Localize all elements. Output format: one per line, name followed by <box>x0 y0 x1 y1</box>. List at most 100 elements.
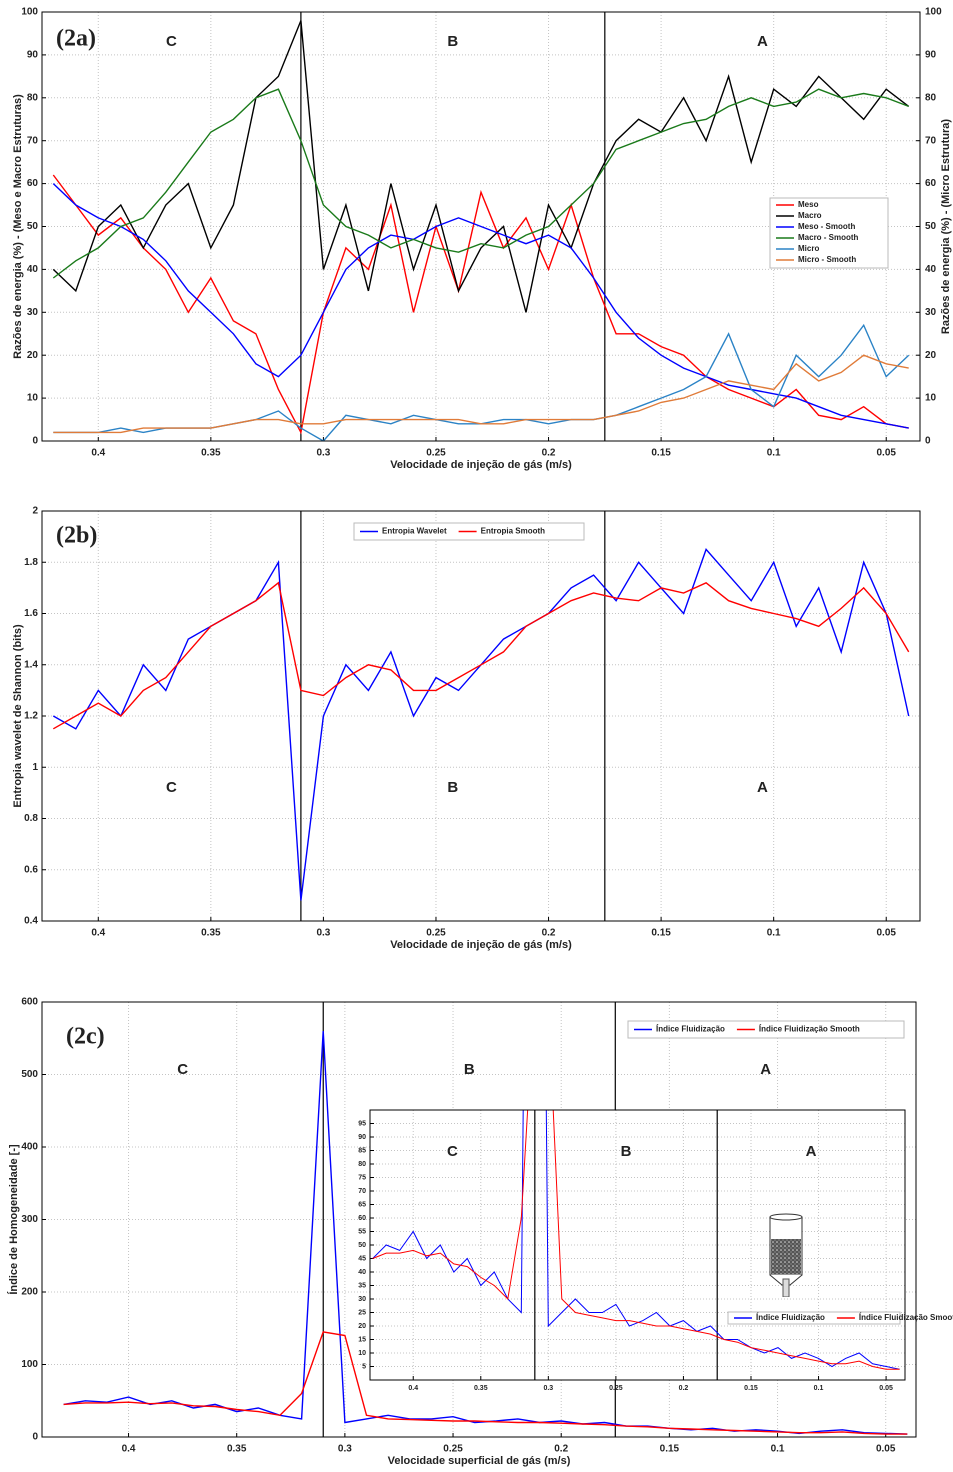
x-tick-label: 0.15 <box>660 1444 680 1455</box>
region-label: C <box>447 1143 458 1160</box>
y-tick-label: 0 <box>32 1432 38 1443</box>
legend-label: Índice Fluidização Smooth <box>759 1025 860 1034</box>
legend-label: Macro <box>798 211 822 220</box>
y-tick-label: 200 <box>21 1287 38 1298</box>
y-tick-label: 100 <box>21 1359 38 1370</box>
y-tick-label: 1 <box>32 762 38 773</box>
chart: 0.4 0.35 0.3 0.25 0.2 0.15 0.1 0.05 0.4 0.6 0.8 1 1.… <box>12 506 921 951</box>
y-tick-label: 100 <box>21 7 38 18</box>
x-tick-label: 0.4 <box>91 928 105 939</box>
y-tick-label: 300 <box>21 1214 38 1225</box>
x-tick-label: 0.35 <box>201 928 221 939</box>
legend-label: Índice Fluidização <box>656 1025 725 1034</box>
y2-tick-label: 20 <box>925 350 937 361</box>
y2-tick-label: 90 <box>925 50 937 61</box>
y-tick-label: 80 <box>358 1161 366 1168</box>
x-tick-label: 0.1 <box>767 448 781 459</box>
y2-tick-label: 80 <box>925 92 937 103</box>
x-tick-label: 0.25 <box>609 1385 623 1392</box>
legend-label: Macro - Smooth <box>798 233 859 242</box>
y-tick-label: 1.6 <box>24 608 38 619</box>
y-tick-label: 1.2 <box>24 711 38 722</box>
y-tick-label: 0.8 <box>24 813 38 824</box>
y-tick-label: 80 <box>27 92 39 103</box>
region-label: B <box>464 1061 475 1078</box>
x-tick-label: 0.25 <box>426 448 446 459</box>
plot-frame <box>369 1109 906 1381</box>
lines <box>52 20 910 441</box>
plot-frame <box>41 11 921 442</box>
lines <box>372 1110 900 1370</box>
x-tick-label: 0.25 <box>426 928 446 939</box>
region-label: C <box>166 33 177 50</box>
x-tick-label: 0.3 <box>316 928 330 939</box>
x-tick-label: 0.4 <box>91 448 105 459</box>
x-tick-label: 0.3 <box>338 1444 352 1455</box>
x-tick-label: 0.4 <box>408 1385 418 1392</box>
y-tick-label: 10 <box>358 1350 366 1357</box>
y-tick-label: 45 <box>358 1255 366 1262</box>
legend-box <box>627 1020 905 1039</box>
y-tick-label: 0.4 <box>24 916 38 927</box>
region-label: B <box>447 779 458 796</box>
y-tick-label: 50 <box>358 1242 366 1249</box>
x-tick-label: 0.2 <box>542 928 556 939</box>
series-line <box>52 581 910 730</box>
y-tick-label: 65 <box>358 1201 366 1208</box>
y-tick-label: 95 <box>358 1120 366 1127</box>
y-tick-label: 20 <box>27 350 39 361</box>
x-tick-label: 0.35 <box>474 1385 488 1392</box>
series-line <box>372 1110 900 1370</box>
y-tick-label: 70 <box>358 1188 366 1195</box>
y-tick-label: 40 <box>27 264 39 275</box>
y-axis-label: Razões de energia (%) - (Meso e Macro Es… <box>12 94 24 359</box>
y2-tick-label: 50 <box>925 221 937 232</box>
legend-box <box>769 197 889 269</box>
y-tick-label: 20 <box>358 1323 366 1330</box>
y-tick-label: 60 <box>27 178 39 189</box>
x-tick-label: 0.1 <box>767 928 781 939</box>
x-tick-label: 0.2 <box>542 448 556 459</box>
plot-frame <box>41 1001 917 1438</box>
legend-label: Índice Fluidização Smooth <box>859 1313 953 1322</box>
region-label: C <box>177 1061 188 1078</box>
panel-label: (2b) <box>56 523 97 549</box>
legend: Índice Fluidização Índice Fluidização Smo… <box>727 1311 953 1325</box>
x-axis-label: Velocidade de injeção de gás (m/s) <box>390 459 572 471</box>
x-tick-label: 0.1 <box>814 1385 824 1392</box>
x-tick-label: 0.05 <box>879 1385 893 1392</box>
y-tick-label: 10 <box>27 393 39 404</box>
y2-tick-label: 10 <box>925 393 937 404</box>
series-line <box>52 183 909 429</box>
legend: Entropia Wavelet Entropia Smooth <box>353 522 585 541</box>
region-label: B <box>621 1143 632 1160</box>
x-axis-label: Velocidade de injeção de gás (m/s) <box>390 939 572 951</box>
x-tick-label: 0.2 <box>554 1444 568 1455</box>
inset-chart: 0.4 0.35 0.3 0.25 0.2 0.15 0.1 0.05 5 10 15 20 25 30 3… <box>358 1109 953 1392</box>
legend-label: Meso - Smooth <box>798 222 855 231</box>
y2-axis-label: Razões de energia (%) - (Micro Estrutura… <box>940 119 952 334</box>
lines <box>63 1030 908 1435</box>
region-label: A <box>757 33 768 50</box>
legend: Meso Macro Meso - Smooth Macro - Smooth Micr… <box>769 197 889 269</box>
x-tick-label: 0.2 <box>679 1385 689 1392</box>
y-tick-label: 35 <box>358 1282 366 1289</box>
y2-tick-label: 60 <box>925 178 937 189</box>
region-label: A <box>806 1143 817 1160</box>
x-tick-label: 0.25 <box>443 1444 463 1455</box>
y-tick-label: 0 <box>32 436 38 447</box>
legend: Índice Fluidização Índice Fluidização Smo… <box>627 1020 905 1039</box>
x-tick-label: 0.15 <box>651 928 671 939</box>
y-tick-label: 0.6 <box>24 864 38 875</box>
y-tick-label: 5 <box>362 1363 366 1370</box>
y-tick-label: 40 <box>358 1269 366 1276</box>
legend-label: Meso <box>798 200 819 209</box>
panel-label: (2a) <box>56 26 96 52</box>
region-label: A <box>757 779 768 796</box>
y-tick-label: 500 <box>21 1069 38 1080</box>
plot-frame <box>41 510 921 922</box>
y-tick-label: 50 <box>27 221 39 232</box>
y-tick-label: 90 <box>358 1134 366 1141</box>
x-tick-label: 0.15 <box>744 1385 758 1392</box>
